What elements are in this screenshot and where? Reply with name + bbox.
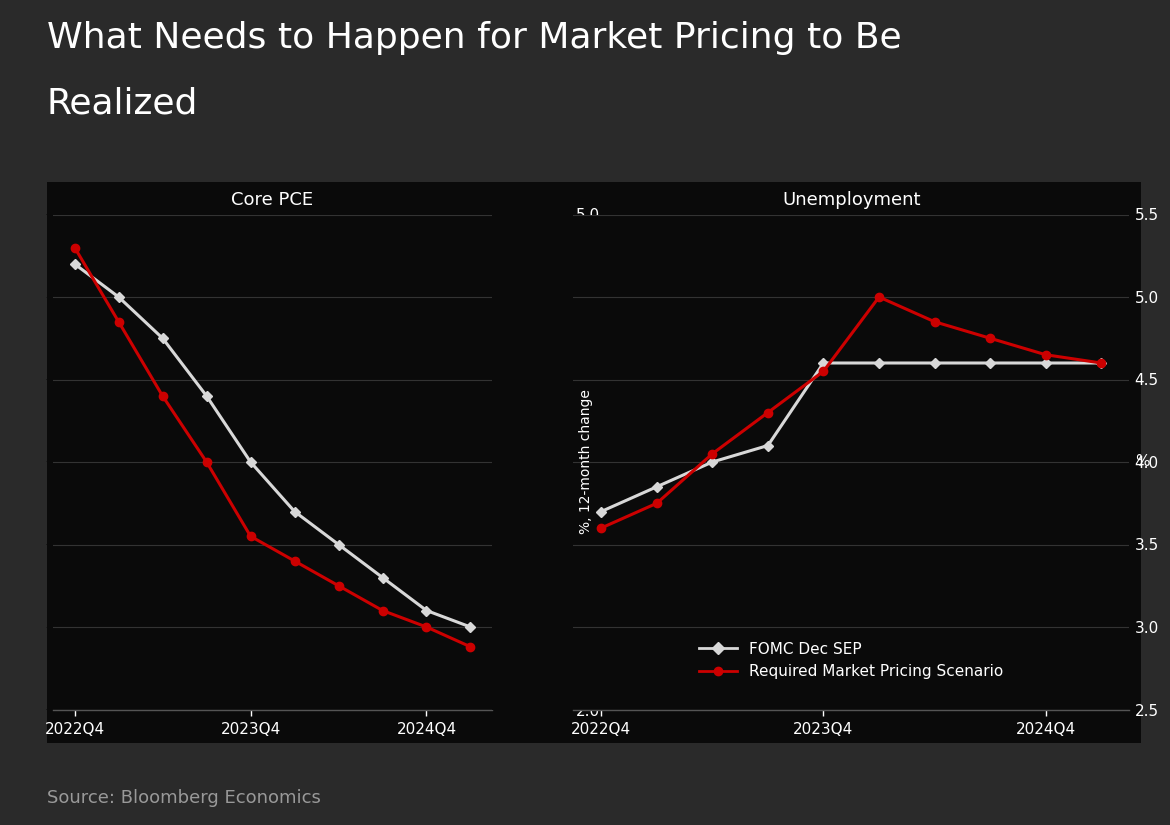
- Required Market Pricing Scenario: [983, 333, 997, 343]
- Required Market Pricing Scenario: [594, 523, 608, 533]
- FOMC Dec SEP: [872, 358, 886, 368]
- Text: What Needs to Happen for Market Pricing to Be: What Needs to Happen for Market Pricing …: [47, 21, 901, 54]
- Line: Required Market Pricing Scenario: Required Market Pricing Scenario: [597, 293, 1106, 532]
- Title: Core PCE: Core PCE: [232, 191, 314, 209]
- Line: FOMC Dec SEP: FOMC Dec SEP: [598, 360, 1104, 515]
- FOMC Dec SEP: [1094, 358, 1108, 368]
- Legend: FOMC Dec SEP, Required Market Pricing Scenario: FOMC Dec SEP, Required Market Pricing Sc…: [691, 634, 1011, 687]
- Required Market Pricing Scenario: [1039, 350, 1053, 360]
- FOMC Dec SEP: [928, 358, 942, 368]
- Text: %: %: [1135, 455, 1150, 469]
- FOMC Dec SEP: [706, 457, 720, 467]
- FOMC Dec SEP: [983, 358, 997, 368]
- Text: %, 12-month change: %, 12-month change: [579, 389, 593, 535]
- FOMC Dec SEP: [760, 441, 775, 450]
- Text: Source: Bloomberg Economics: Source: Bloomberg Economics: [47, 789, 321, 807]
- Required Market Pricing Scenario: [706, 449, 720, 459]
- FOMC Dec SEP: [649, 482, 663, 492]
- Text: Realized: Realized: [47, 87, 198, 120]
- Required Market Pricing Scenario: [1094, 358, 1108, 368]
- Required Market Pricing Scenario: [760, 408, 775, 417]
- FOMC Dec SEP: [817, 358, 831, 368]
- Required Market Pricing Scenario: [872, 292, 886, 302]
- Required Market Pricing Scenario: [649, 498, 663, 508]
- FOMC Dec SEP: [594, 507, 608, 516]
- Required Market Pricing Scenario: [928, 317, 942, 327]
- Title: Unemployment: Unemployment: [782, 191, 921, 209]
- Required Market Pricing Scenario: [817, 366, 831, 376]
- FOMC Dec SEP: [1039, 358, 1053, 368]
